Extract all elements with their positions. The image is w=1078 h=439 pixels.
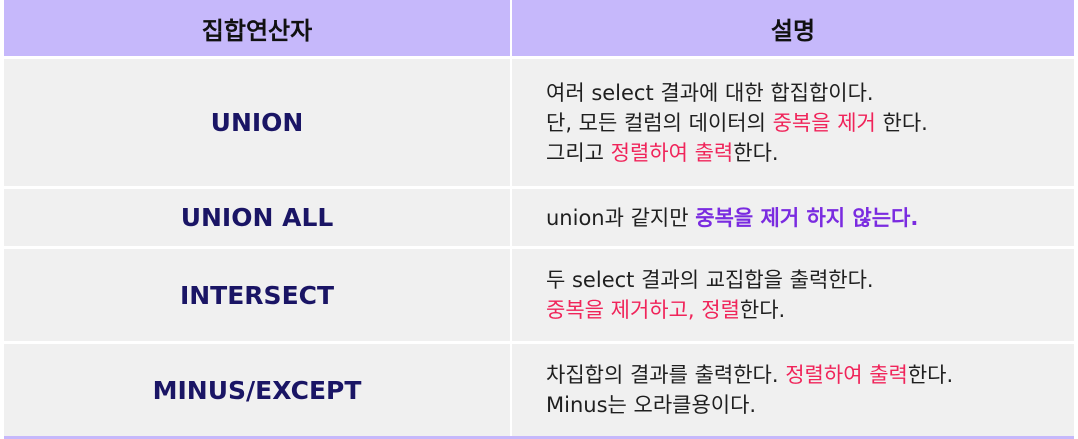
table-header-row: 집합연산자 설명: [4, 0, 1074, 58]
set-operators-table: 집합연산자 설명 UNION 여러 select 결과에 대한 합집합이다. 단…: [4, 0, 1074, 439]
description-line: 그리고 정렬하여 출력한다.: [546, 138, 1074, 168]
set-operators-table-container: 집합연산자 설명 UNION 여러 select 결과에 대한 합집합이다. 단…: [4, 0, 1074, 439]
operator-cell: INTERSECT: [4, 246, 512, 343]
description-text: 단, 모든 컬럼의 데이터의: [546, 110, 773, 135]
operator-cell: UNION ALL: [4, 186, 512, 248]
description-text: 차집합의 결과를 출력한다.: [546, 363, 786, 387]
table-row: UNION 여러 select 결과에 대한 합집합이다. 단, 모든 컬럼의 …: [4, 56, 1074, 188]
description-text: 한다.: [733, 140, 779, 165]
description-text: 여러 select 결과에 대한 합집합이다.: [546, 80, 874, 105]
header-set-operator: 집합연산자: [4, 0, 512, 58]
header-description: 설명: [511, 0, 1074, 58]
description-text: Minus는 오라클용이다.: [546, 393, 757, 417]
description-cell: 차집합의 결과를 출력한다. 정렬하여 출력한다. Minus는 오라클용이다.: [511, 341, 1074, 439]
description-text: 한다.: [739, 298, 786, 322]
description-text: 두 select 결과의 교집합을 출력한다.: [546, 268, 874, 292]
description-text: 한다.: [875, 110, 928, 135]
table-row: UNION ALL union과 같지만 중복을 제거 하지 않는다.: [4, 186, 1074, 248]
operator-cell: UNION: [4, 56, 512, 188]
description-line: 중복을 제거하고, 정렬한다.: [546, 295, 1074, 325]
description-line: 차집합의 결과를 출력한다. 정렬하여 출력한다.: [546, 360, 1074, 390]
operator-cell: MINUS/EXCEPT: [4, 341, 512, 439]
highlight-text: 중복을 제거하고, 정렬: [546, 298, 740, 322]
description-line: union과 같지만 중복을 제거 하지 않는다.: [546, 203, 1074, 233]
description-line: 두 select 결과의 교집합을 출력한다.: [546, 265, 1074, 295]
description-line: Minus는 오라클용이다.: [546, 390, 1074, 420]
description-line: 여러 select 결과에 대한 합집합이다.: [546, 78, 1074, 108]
highlight-text: 중복을 제거 하지 않는다.: [695, 205, 919, 230]
table-row: INTERSECT 두 select 결과의 교집합을 출력한다. 중복을 제거…: [4, 246, 1074, 343]
table-row: MINUS/EXCEPT 차집합의 결과를 출력한다. 정렬하여 출력한다. M…: [4, 341, 1074, 439]
highlight-text: 정렬하여 출력: [610, 140, 734, 165]
description-cell: 여러 select 결과에 대한 합집합이다. 단, 모든 컬럼의 데이터의 중…: [511, 56, 1074, 188]
highlight-text: 정렬하여 출력: [785, 363, 908, 387]
description-line: 단, 모든 컬럼의 데이터의 중복을 제거 한다.: [546, 108, 1074, 138]
description-cell: 두 select 결과의 교집합을 출력한다. 중복을 제거하고, 정렬한다.: [511, 246, 1074, 343]
highlight-text: 중복을 제거: [772, 110, 876, 135]
description-text: 그리고: [546, 140, 611, 165]
description-text: 한다.: [907, 363, 954, 387]
description-cell: union과 같지만 중복을 제거 하지 않는다.: [511, 186, 1074, 248]
description-text: union과 같지만: [546, 205, 696, 230]
